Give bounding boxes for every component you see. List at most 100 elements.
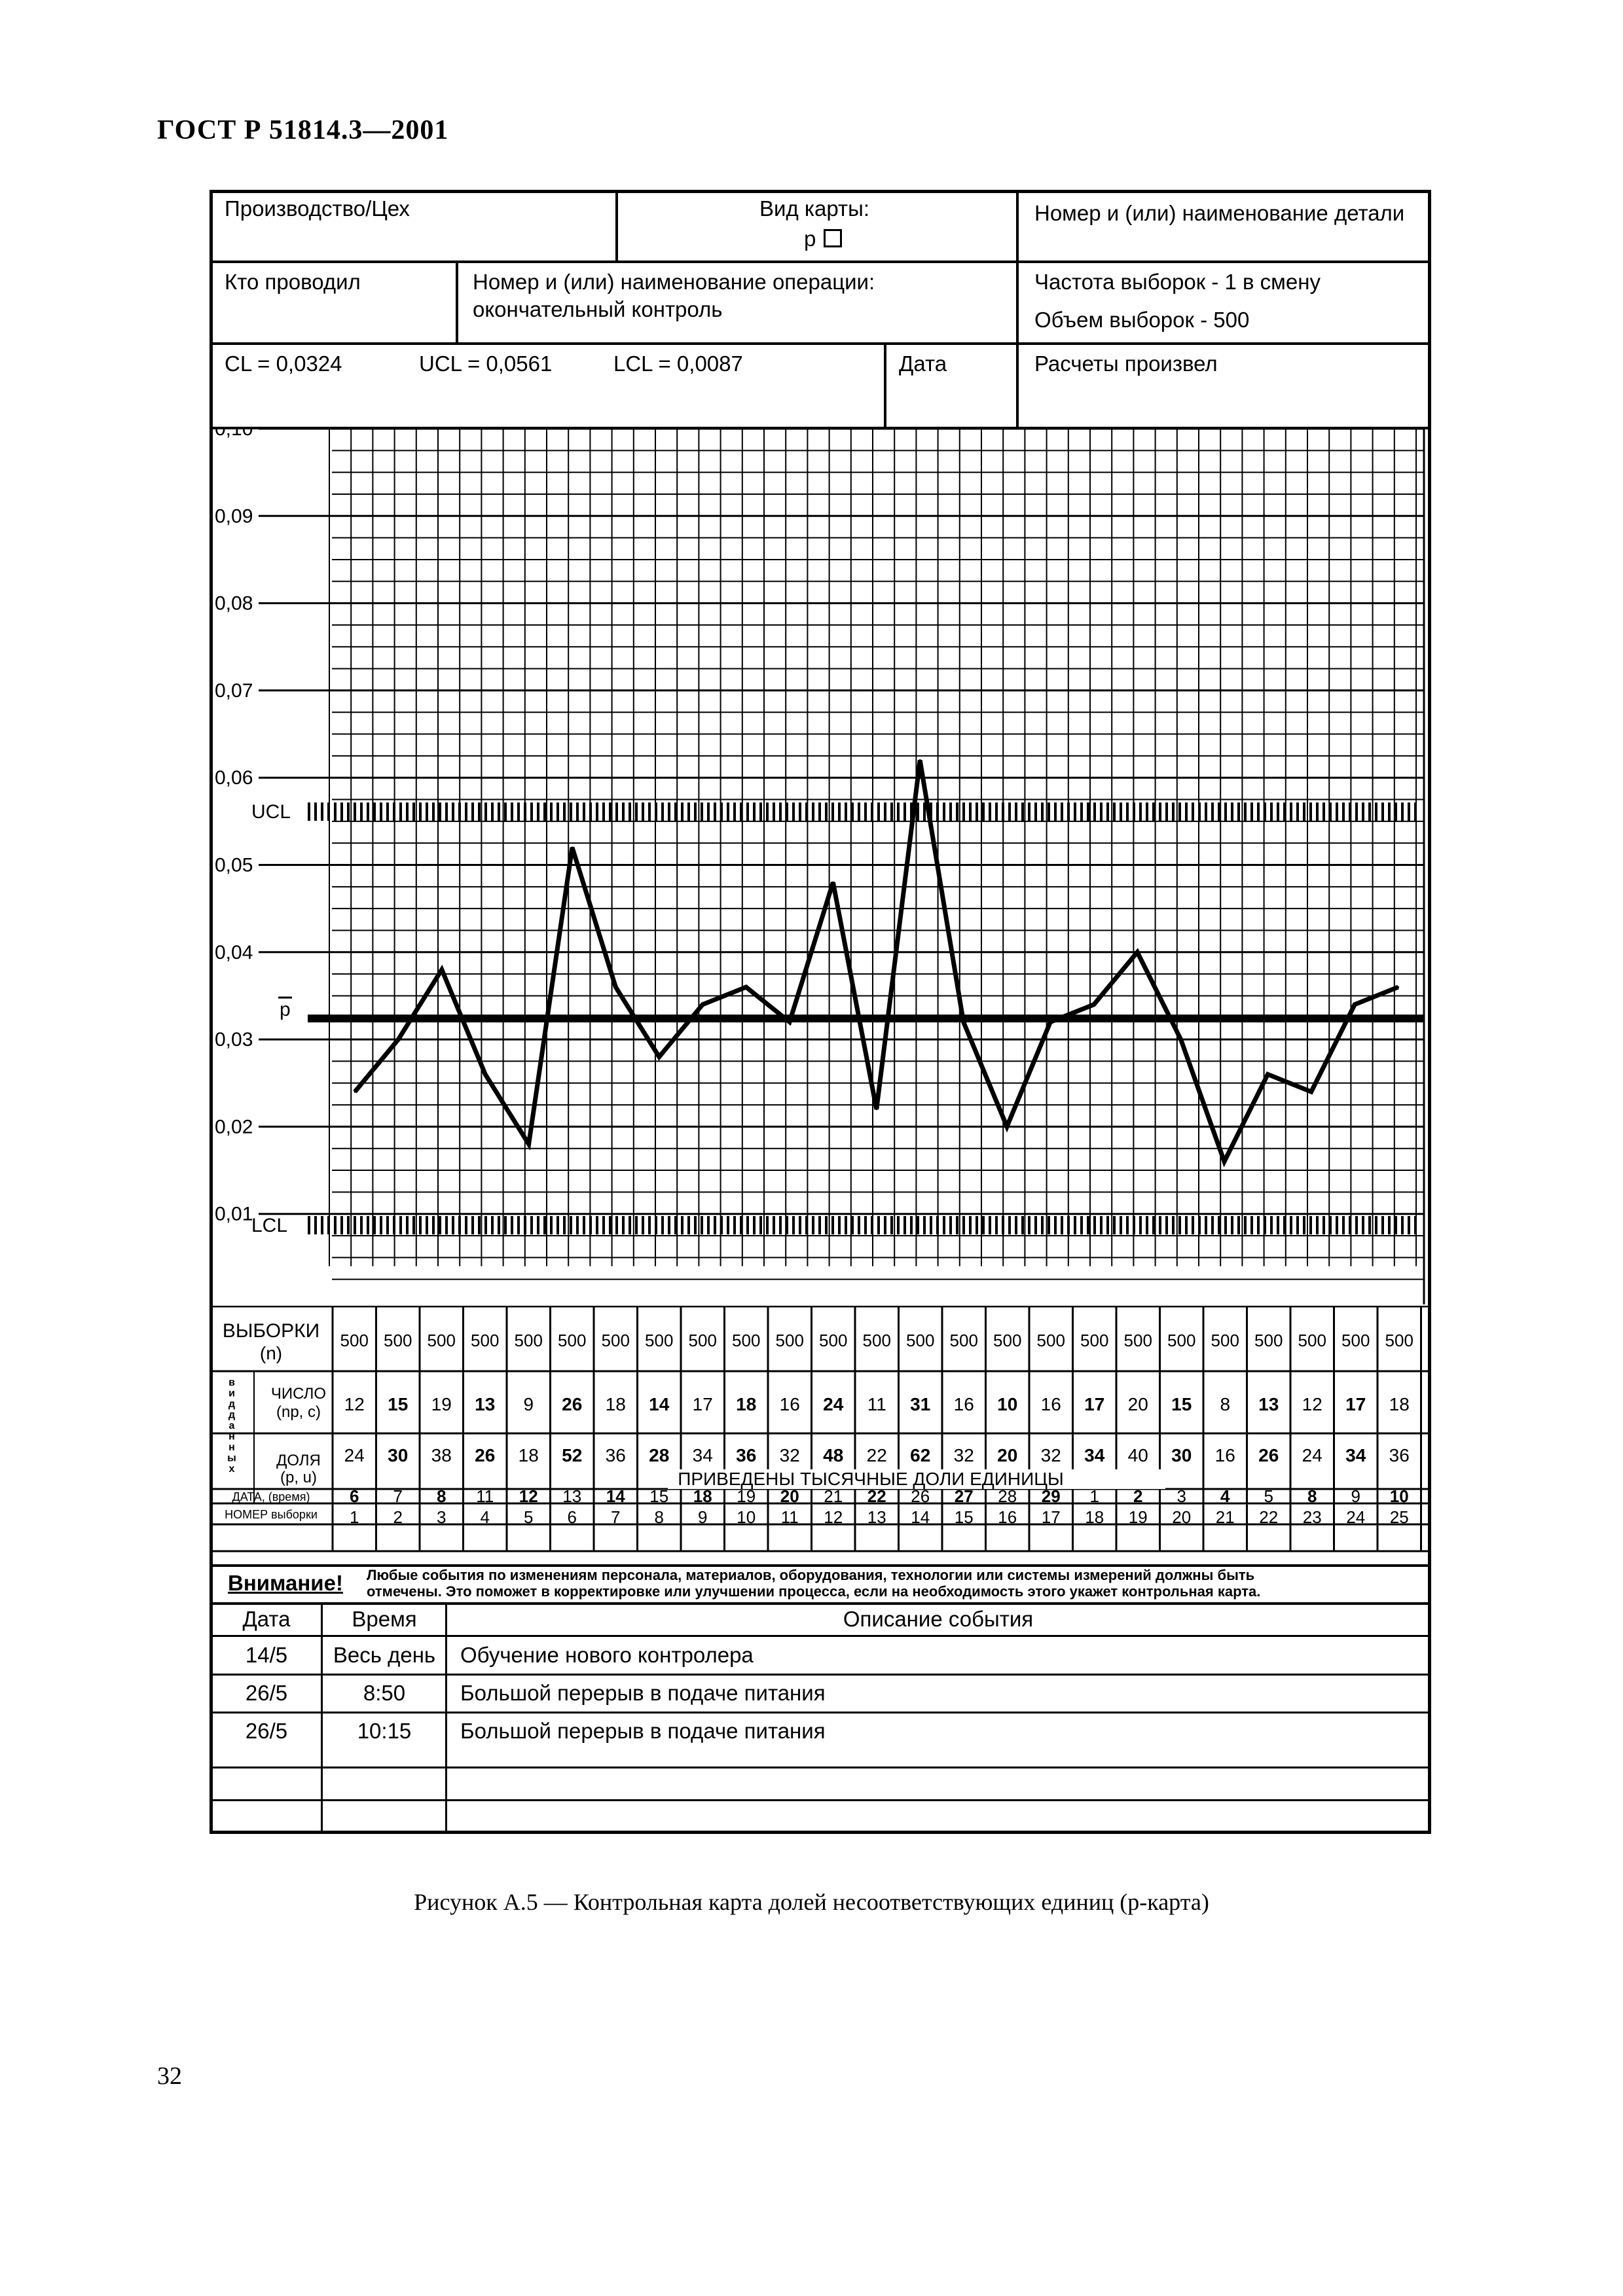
data-point	[962, 1020, 965, 1023]
data-table: ВЫБОРКИ(n) ЧИСЛО(np, c) ДОЛЯ(p, u) ДАТА, (в…	[210, 1306, 1431, 1552]
header-vline-d	[884, 344, 886, 429]
inspector-label: Кто проводил	[225, 270, 361, 294]
date-cell: 20	[780, 1486, 799, 1506]
date-cell: 28	[998, 1486, 1017, 1506]
count-cell: 24	[823, 1394, 844, 1414]
sample-size-cell: 500	[819, 1331, 847, 1350]
data-point	[1266, 1073, 1269, 1075]
sample-size-cell: 500	[863, 1331, 891, 1350]
y-tick-label: 0,02	[215, 1116, 253, 1138]
note-background	[668, 1469, 1165, 1489]
number-cell: 13	[867, 1507, 886, 1527]
share-cell: 40	[1128, 1445, 1148, 1465]
count-cell: 15	[1171, 1394, 1192, 1414]
events-vline-1	[321, 1604, 323, 1833]
y-tick-label: 0,06	[215, 767, 253, 789]
share-cell: 30	[1171, 1445, 1192, 1465]
sample-size-cell: 500	[428, 1331, 456, 1350]
count-cell: 26	[562, 1394, 582, 1414]
number-cell: 16	[998, 1507, 1017, 1527]
events-col-date: Дата	[242, 1607, 291, 1631]
share-label: ДОЛЯ	[276, 1452, 321, 1469]
header-vline-c	[456, 262, 458, 344]
part-label: Номер и (или) наименование детали	[1034, 201, 1405, 225]
sample-size-cell: 500	[732, 1331, 760, 1350]
sample-size-cell: 500	[1385, 1331, 1413, 1350]
date-cell: 2	[1133, 1486, 1142, 1506]
attention-label: Внимание!	[228, 1571, 343, 1595]
ucl-label: UCL	[251, 801, 291, 823]
share-cell: 16	[1215, 1445, 1235, 1465]
date-cell: 29	[1042, 1486, 1061, 1506]
count-cell: 13	[1258, 1394, 1279, 1414]
table-grid	[210, 1306, 1431, 1552]
sample-size-cell: 500	[1124, 1331, 1152, 1350]
event-1-desc: Обучение нового контролера	[460, 1643, 754, 1667]
number-cell: 23	[1303, 1507, 1322, 1527]
count-cell: 8	[1220, 1394, 1230, 1414]
number-cell: 25	[1390, 1507, 1409, 1527]
data-point	[1006, 1125, 1008, 1128]
number-cell: 22	[1259, 1507, 1278, 1527]
number-cell: 3	[437, 1507, 446, 1527]
count-cell: 17	[693, 1394, 713, 1414]
count-cell: 16	[1041, 1394, 1061, 1414]
sample-size-cell: 500	[906, 1331, 934, 1350]
data-point	[1180, 1038, 1182, 1041]
sample-size-cell: 500	[515, 1331, 543, 1350]
number-cell: 1	[350, 1507, 359, 1527]
data-kind-letter: ы	[227, 1453, 236, 1464]
sample-size-cell: 500	[1037, 1331, 1065, 1350]
date-cell: 8	[437, 1486, 446, 1506]
date-cell: 19	[737, 1486, 756, 1506]
data-point	[831, 881, 834, 884]
calc-label: Расчеты произвел	[1034, 351, 1218, 376]
count-cell: 12	[344, 1394, 365, 1414]
date-cell: 6	[350, 1486, 359, 1506]
cl-value: CL = 0,0324	[225, 351, 342, 376]
count-cell: 18	[736, 1394, 756, 1414]
share-cell: 24	[344, 1445, 365, 1465]
header-vline-a	[615, 190, 618, 262]
event-2-date: 26/5	[245, 1681, 288, 1705]
header-divider-2	[210, 342, 1431, 345]
share-cell: 18	[519, 1445, 539, 1465]
date-cell: 13	[562, 1486, 581, 1506]
date-cell: 10	[1390, 1486, 1409, 1506]
share-cell: 24	[1302, 1445, 1322, 1465]
sample-size-cell: 500	[950, 1331, 978, 1350]
date-row-label: ДАТА, (время)	[232, 1490, 310, 1503]
share-cell: 20	[997, 1445, 1017, 1465]
count-cell: 13	[475, 1394, 495, 1414]
share-sub: (p, u)	[280, 1469, 317, 1486]
sample-size-cell: 500	[1080, 1331, 1108, 1350]
chart-kind-label: Вид карты:	[759, 196, 870, 221]
date-cell: 11	[476, 1486, 494, 1506]
data-point	[1397, 986, 1400, 988]
count-sub: (np, c)	[276, 1403, 321, 1421]
share-cell: 36	[606, 1445, 626, 1465]
data-point	[919, 759, 921, 762]
checkbox-icon[interactable]	[823, 229, 842, 247]
number-cell: 24	[1346, 1507, 1365, 1527]
share-cell: 34	[693, 1445, 713, 1465]
events-divider-4	[210, 1767, 1431, 1768]
event-1-date: 14/5	[245, 1643, 288, 1667]
date-cell: 3	[1177, 1486, 1186, 1506]
share-cell: 48	[823, 1445, 843, 1465]
data-point	[354, 1090, 356, 1093]
share-cell: 38	[431, 1445, 452, 1465]
events-col-time: Время	[352, 1607, 417, 1631]
count-cell: 20	[1128, 1394, 1148, 1414]
number-cell: 7	[611, 1507, 620, 1527]
data-point	[788, 1020, 791, 1023]
data-point	[1093, 1003, 1095, 1006]
samples-sub: (n)	[260, 1343, 282, 1363]
events-col-desc: Описание события	[843, 1607, 1034, 1631]
count-label: ЧИСЛО	[271, 1385, 326, 1403]
data-series	[353, 759, 1400, 1168]
control-limits: UCL LCL p	[251, 801, 1424, 1236]
date-label: Дата	[899, 351, 947, 376]
attention-line-2: отмечены. Это поможет в корректировке ил…	[367, 1583, 1261, 1600]
data-point	[397, 1038, 399, 1041]
